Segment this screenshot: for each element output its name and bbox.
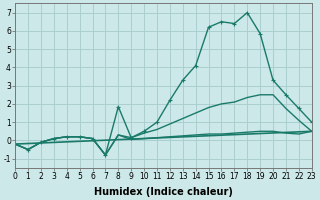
X-axis label: Humidex (Indice chaleur): Humidex (Indice chaleur)	[94, 187, 233, 197]
